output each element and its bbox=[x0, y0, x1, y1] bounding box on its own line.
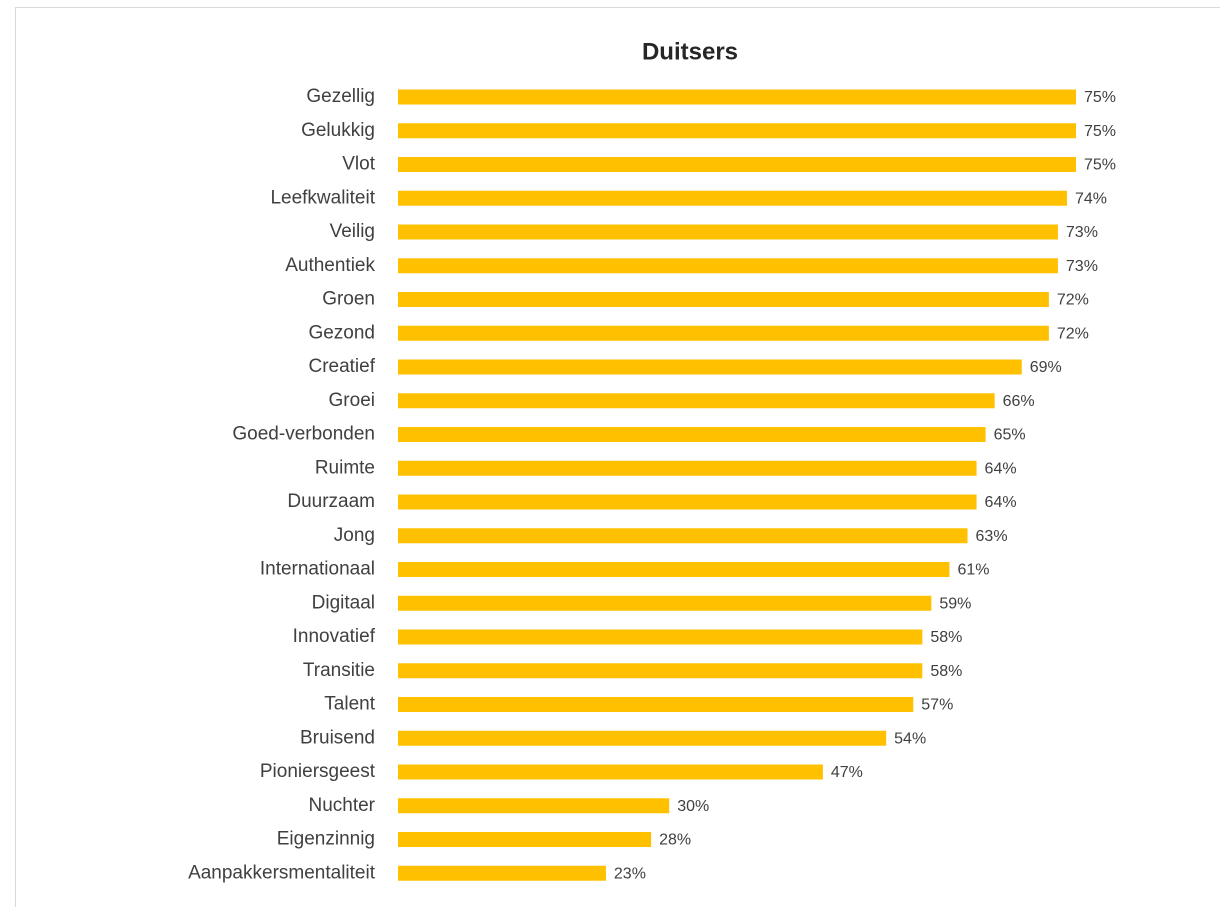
category-label: Authentiek bbox=[285, 255, 375, 276]
value-label: 64% bbox=[985, 494, 1017, 511]
category-label: Pioniersgeest bbox=[260, 761, 376, 782]
bar bbox=[398, 359, 1022, 375]
bar bbox=[398, 764, 823, 780]
category-label: Gezellig bbox=[306, 86, 375, 107]
value-label: 59% bbox=[939, 595, 971, 612]
category-label: Bruisend bbox=[300, 727, 375, 748]
value-label: 72% bbox=[1057, 292, 1089, 309]
bar bbox=[398, 460, 977, 476]
bar bbox=[398, 123, 1076, 139]
value-label: 73% bbox=[1066, 258, 1098, 275]
bar bbox=[398, 798, 670, 814]
value-label: 65% bbox=[994, 427, 1026, 444]
category-label: Eigenzinnig bbox=[277, 829, 375, 850]
category-label: Gezond bbox=[308, 322, 375, 343]
value-label: 47% bbox=[831, 764, 863, 781]
category-label: Ruimte bbox=[315, 457, 375, 478]
value-label: 75% bbox=[1084, 157, 1116, 174]
category-label: Creatief bbox=[308, 356, 375, 377]
value-label: 74% bbox=[1075, 190, 1107, 207]
bar bbox=[398, 697, 914, 712]
bar bbox=[398, 427, 986, 442]
chart-title: Duitsers bbox=[642, 38, 738, 65]
value-label: 23% bbox=[614, 865, 646, 882]
category-label: Nuchter bbox=[308, 795, 375, 816]
bar bbox=[398, 393, 995, 409]
category-label: Talent bbox=[324, 694, 375, 715]
category-label: Digitaal bbox=[312, 592, 375, 613]
category-label: Duurzaam bbox=[287, 491, 375, 512]
category-label: Goed-verbonden bbox=[232, 424, 375, 445]
bar bbox=[398, 562, 950, 577]
value-label: 63% bbox=[976, 528, 1008, 545]
value-label: 64% bbox=[985, 460, 1017, 477]
category-label: Transitie bbox=[303, 660, 375, 681]
value-label: 73% bbox=[1066, 224, 1098, 241]
category-label: Jong bbox=[334, 525, 375, 546]
bar bbox=[398, 629, 923, 645]
bar bbox=[398, 730, 887, 746]
value-label: 72% bbox=[1057, 325, 1089, 342]
value-label: 75% bbox=[1084, 123, 1116, 140]
bar bbox=[398, 190, 1067, 206]
category-label: Leefkwaliteit bbox=[270, 187, 375, 208]
category-label: Innovatief bbox=[293, 626, 376, 647]
value-label: 58% bbox=[930, 629, 962, 646]
value-label: 75% bbox=[1084, 89, 1116, 106]
bar bbox=[398, 528, 968, 544]
bar bbox=[398, 224, 1058, 240]
category-label: Aanpakkersmentaliteit bbox=[188, 862, 376, 883]
category-label: Gelukkig bbox=[301, 120, 375, 141]
value-label: 54% bbox=[894, 730, 926, 747]
bar bbox=[398, 157, 1076, 172]
category-label: Groen bbox=[322, 289, 375, 310]
bar bbox=[398, 595, 932, 611]
value-label: 69% bbox=[1030, 359, 1062, 376]
category-label: Groei bbox=[329, 390, 375, 411]
value-label: 30% bbox=[677, 798, 709, 815]
category-label: Veilig bbox=[330, 221, 375, 242]
bar bbox=[398, 832, 652, 847]
value-label: 57% bbox=[921, 697, 953, 714]
value-label: 61% bbox=[957, 562, 989, 579]
value-label: 28% bbox=[659, 832, 691, 849]
bar bbox=[398, 494, 977, 510]
category-label: Vlot bbox=[342, 154, 375, 175]
value-label: 66% bbox=[1003, 393, 1035, 410]
bar bbox=[398, 258, 1058, 274]
bar bbox=[398, 89, 1076, 105]
category-label: Internationaal bbox=[260, 559, 375, 580]
value-label: 58% bbox=[930, 663, 962, 680]
bar bbox=[398, 325, 1049, 341]
bar bbox=[398, 663, 923, 679]
bar bbox=[398, 865, 606, 881]
bar bbox=[398, 292, 1049, 307]
